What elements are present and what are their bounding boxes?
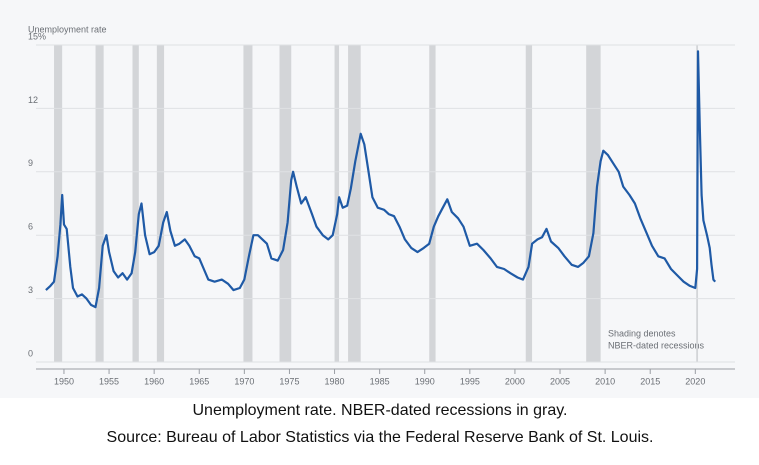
x-tick-label: 1980 <box>325 376 345 386</box>
x-tick-label: 1960 <box>144 376 164 386</box>
recession-band <box>243 45 253 362</box>
y-tick-label: 6 <box>28 222 33 232</box>
recession-band <box>525 45 533 362</box>
data-line <box>45 50 717 309</box>
x-tick-label: 1985 <box>370 376 390 386</box>
recession-band <box>279 45 292 362</box>
recession-band <box>586 45 601 362</box>
y-tick-label: 12 <box>28 95 38 105</box>
x-tick-label: 1995 <box>460 376 480 386</box>
caption: Source: Bureau of Labor Statistics via t… <box>107 429 654 446</box>
recession-band <box>132 45 139 362</box>
x-tick-label: 2020 <box>685 376 705 386</box>
x-tick-label: 2010 <box>595 376 615 386</box>
annotation: Shading denotes <box>608 328 676 338</box>
x-tick-label: 1970 <box>234 376 254 386</box>
x-tick-label: 1955 <box>99 376 119 386</box>
recession-band <box>156 45 165 362</box>
recession-band <box>334 45 340 362</box>
y-tick-label: 15% <box>28 31 46 41</box>
y-axis-title: Unemployment rate <box>28 24 107 34</box>
x-tick-label: 2005 <box>550 376 570 386</box>
x-tick-label: 2000 <box>505 376 525 386</box>
y-tick-label: 3 <box>28 285 33 295</box>
x-tick-label: 2015 <box>640 376 660 386</box>
recession-band <box>95 45 104 362</box>
x-tick-label: 1975 <box>279 376 299 386</box>
recession-band <box>348 45 361 362</box>
recession-band <box>429 45 436 362</box>
recession-band <box>54 45 63 362</box>
y-tick-label: 0 <box>28 348 33 358</box>
x-tick-label: 1965 <box>189 376 209 386</box>
x-tick-label: 1950 <box>54 376 74 386</box>
annotation: NBER-dated recessions <box>608 340 705 350</box>
y-tick-label: 9 <box>28 158 33 168</box>
x-tick-label: 1990 <box>415 376 435 386</box>
caption: Unemployment rate. NBER-dated recessions… <box>193 402 568 419</box>
